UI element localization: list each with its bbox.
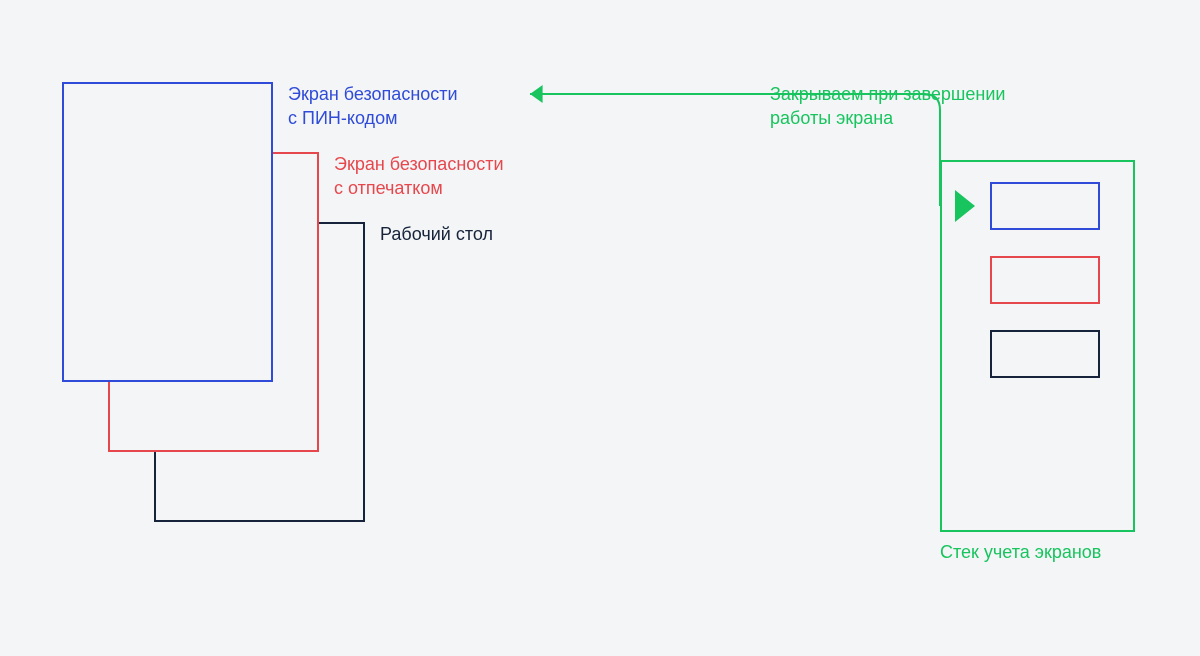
arrow-label: Закрываем при завершении работы экрана — [770, 82, 1005, 131]
screen-label-pin: Экран безопасности с ПИН‑кодом — [288, 82, 458, 131]
stack-item-2 — [990, 330, 1100, 378]
diagram-canvas: Экран безопасности с ПИН‑кодом Экран безо… — [0, 0, 1200, 656]
stack-indicator-triangle-icon — [955, 190, 975, 222]
stack-caption: Стек учета экранов — [940, 540, 1101, 564]
screen-label-fingerprint: Экран безопасности с отпечатком — [334, 152, 504, 201]
screen-rect-pin — [62, 82, 273, 382]
stack-item-0 — [990, 182, 1100, 230]
stack-item-1 — [990, 256, 1100, 304]
screen-label-desktop: Рабочий стол — [380, 222, 493, 246]
